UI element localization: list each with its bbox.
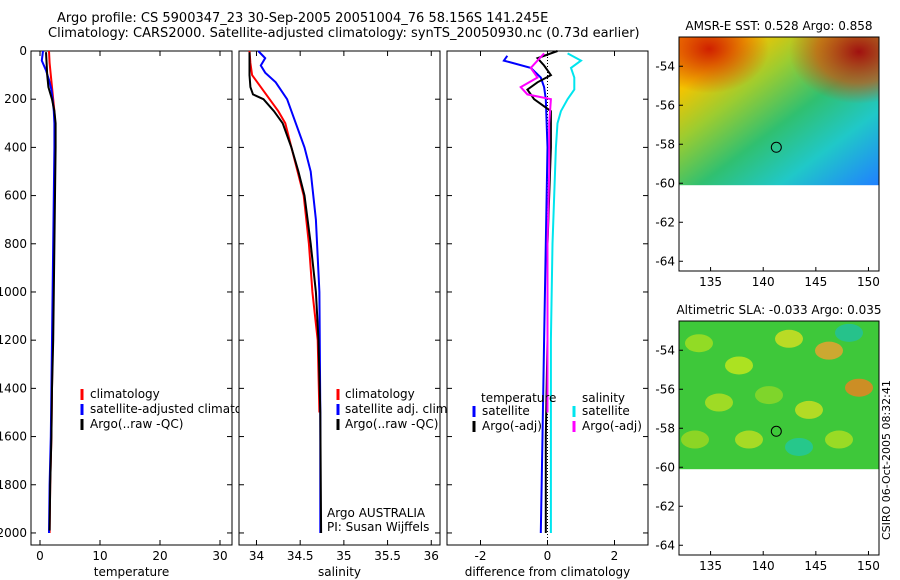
argo-position-marker — [770, 425, 782, 437]
x-tick-label: 145 — [804, 275, 827, 289]
y-tick-label: 600 — [4, 189, 27, 203]
legend-entry: climatology — [90, 387, 160, 401]
y-tick-label: -58 — [655, 137, 675, 151]
series-line-climatology — [248, 50, 321, 413]
y-tick-label: 2000 — [0, 526, 27, 540]
legend-header: temperature — [481, 391, 556, 405]
y-tick-label: 1000 — [0, 285, 27, 299]
series-line-satellite-adj-clim- — [257, 50, 322, 533]
series-line-salinity-satellite — [549, 52, 583, 533]
x-tick-label: 0 — [36, 549, 44, 563]
x-tick-label: 34.5 — [287, 549, 314, 563]
salinity-panel: 34 34.5 35 35.5 36 salinity climatologysatelli… — [238, 50, 451, 579]
sla-anomaly-patch — [681, 430, 709, 449]
x-tick-label: 135 — [699, 559, 722, 573]
sla-anomaly-patch — [685, 334, 713, 353]
sla-anomaly-patch — [735, 430, 763, 449]
x-tick-label: 35 — [336, 549, 351, 563]
y-tick-label: 1200 — [0, 333, 27, 347]
y-tick-label: 0 — [19, 44, 27, 58]
x-tick-label: 34 — [249, 549, 264, 563]
x-tick-label: 140 — [752, 275, 775, 289]
legend-header: salinity — [582, 391, 625, 405]
x-tick-label: -2 — [475, 549, 487, 563]
series-line-salinity-argo-adj- — [519, 52, 552, 413]
series-line-temperature-satellite — [502, 55, 549, 534]
legend-entry: Argo(..raw -QC) — [345, 417, 438, 431]
x-tick-label: 2 — [611, 549, 619, 563]
y-tick-label: -60 — [655, 460, 675, 474]
y-tick-label: -56 — [655, 98, 675, 112]
sla-anomaly-patch — [785, 437, 813, 456]
x-tick-label: 36 — [424, 549, 439, 563]
x-tick-label: 10 — [92, 549, 107, 563]
y-tick-label: -54 — [655, 59, 675, 73]
sla-map-panel: Altimetric SLA: -0.033 Argo: 0.035 135 140… — [655, 303, 881, 573]
x-tick-label: 0 — [544, 549, 552, 563]
y-tick-label: 1600 — [0, 430, 27, 444]
sla-anomaly-patch — [825, 430, 853, 449]
y-tick-label: -64 — [655, 538, 675, 552]
legend-entry: Argo(-adj) — [582, 419, 642, 433]
x-tick-label: 135 — [699, 275, 722, 289]
temperature-panel: 0 10 20 30 0 200 400 600 800 1000 1200 1400 1600 1800… — [0, 44, 268, 579]
difference-panel: -2 0 2 difference from climatology temperatu… — [446, 50, 649, 579]
y-tick-label: -60 — [655, 176, 675, 190]
x-tick-label: 30 — [212, 549, 227, 563]
x-tick-label: 35.5 — [374, 549, 401, 563]
salinity-axes-box — [238, 50, 441, 546]
annotation-line: Argo AUSTRALIA — [327, 506, 426, 520]
sla-anomaly-patch — [725, 356, 753, 375]
temperature-axes-box — [30, 50, 233, 546]
y-tick-label: -54 — [655, 343, 675, 357]
sst-map-title: AMSR-E SST: 0.528 Argo: 0.858 — [685, 19, 872, 33]
sla-map-frame — [678, 320, 880, 556]
y-tick-label: -64 — [655, 254, 675, 268]
sla-anomaly-patch — [705, 393, 733, 412]
legend-entry: satellite adj. clim. — [345, 402, 451, 416]
y-tick-label: -62 — [655, 499, 675, 513]
y-tick-label: 1800 — [0, 478, 27, 492]
sla-map-title: Altimetric SLA: -0.033 Argo: 0.035 — [676, 303, 881, 317]
x-tick-label: 20 — [152, 549, 167, 563]
sla-anomaly-patch — [775, 329, 803, 348]
sst-warm-patch — [679, 37, 879, 186]
y-tick-label: -62 — [655, 215, 675, 229]
sla-anomaly-patch — [755, 386, 783, 405]
salinity-xlabel: salinity — [318, 565, 361, 579]
y-tick-label: 400 — [4, 140, 27, 154]
series-line-argo-raw-qc- — [45, 52, 57, 531]
legend-entry: Argo(..raw -QC) — [90, 417, 183, 431]
legend-entry: satellite-adjusted climatology — [90, 402, 268, 416]
y-tick-label: 800 — [4, 237, 27, 251]
sla-anomaly-patch — [845, 378, 873, 397]
sst-map-frame — [678, 36, 880, 272]
temperature-xlabel: temperature — [94, 565, 169, 579]
sla-anomaly-patch — [815, 341, 843, 360]
legend-entry: climatology — [345, 387, 415, 401]
y-tick-label: -56 — [655, 382, 675, 396]
difference-xlabel: difference from climatology — [465, 565, 631, 579]
legend-entry: satellite — [582, 404, 630, 418]
x-tick-label: 150 — [857, 559, 880, 573]
y-tick-label: -58 — [655, 421, 675, 435]
x-tick-label: 140 — [752, 559, 775, 573]
y-tick-label: 1400 — [0, 381, 27, 395]
figure-title-line1: Argo profile: CS 5900347_23 30-Sep-2005 … — [57, 11, 549, 26]
figure-title-line2: Climatology: CARS2000. Satellite-adjuste… — [48, 26, 640, 41]
argo-position-marker — [770, 141, 782, 153]
annotation-line: PI: Susan Wijffels — [327, 520, 429, 534]
legend-entry: Argo(-adj) — [482, 419, 542, 433]
sla-anomaly-patch — [795, 400, 823, 419]
footer-credit: CSIRO 06-Oct-2005 08:32:41 — [880, 380, 893, 540]
series-line-argo-raw-qc- — [248, 52, 323, 534]
legend-entry: satellite — [482, 404, 530, 418]
y-tick-label: 200 — [4, 92, 27, 106]
x-tick-label: 150 — [857, 275, 880, 289]
sla-anomaly-patch — [835, 323, 863, 342]
x-tick-label: 145 — [804, 559, 827, 573]
sst-map-panel: AMSR-E SST: 0.528 Argo: 0.858 135 140 145 15… — [655, 19, 880, 289]
